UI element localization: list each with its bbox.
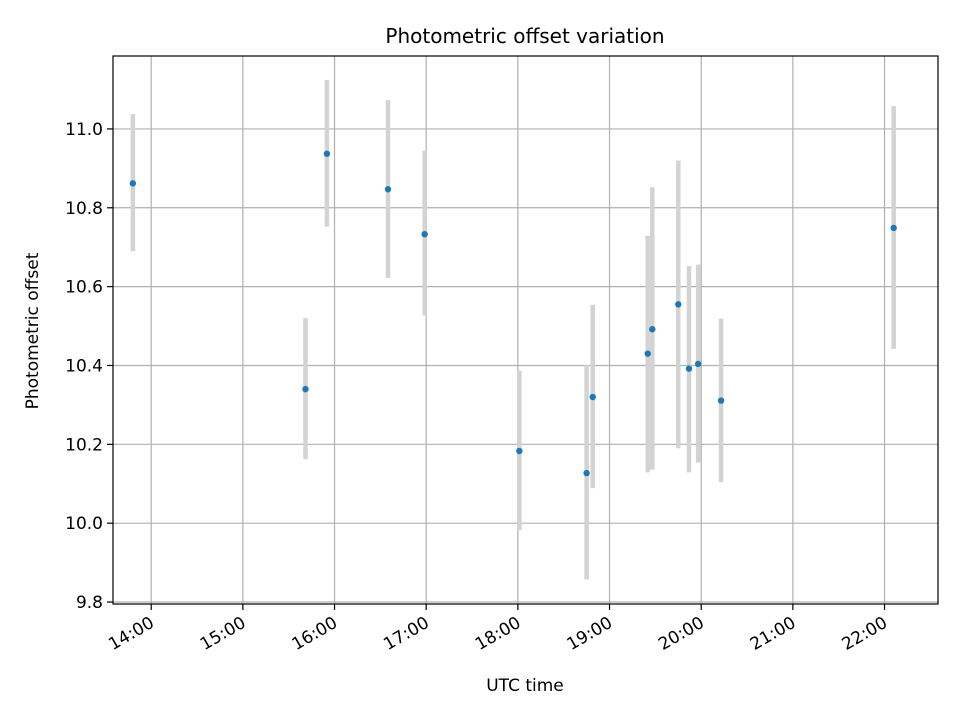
y-tick-label: 10.8 xyxy=(65,199,103,219)
data-point xyxy=(685,365,693,372)
data-point xyxy=(649,326,656,333)
grid-lines xyxy=(113,56,938,604)
y-axis-label: Photometric offset xyxy=(23,252,43,409)
data-point xyxy=(421,230,428,238)
y-tick-label: 10.4 xyxy=(65,356,103,376)
data-point xyxy=(589,393,596,401)
data-point xyxy=(583,469,590,477)
chart-title: Photometric offset variation xyxy=(385,24,664,48)
data-point xyxy=(129,180,137,187)
y-tick-label: 10.0 xyxy=(65,514,103,534)
data-point xyxy=(644,350,651,357)
plot-frame xyxy=(112,55,939,605)
y-tick-label: 10.6 xyxy=(65,278,103,298)
y-axis-ticks: 9.8 10.0 10.2 10.4 10.6 10.8 11.0 xyxy=(65,120,113,613)
y-tick-label: 10.2 xyxy=(65,435,103,455)
x-axis-label: UTC time xyxy=(486,676,564,696)
data-point xyxy=(516,447,523,455)
data-point xyxy=(675,301,682,308)
data-point xyxy=(717,397,725,404)
data-point xyxy=(694,360,702,368)
data-point xyxy=(890,224,897,232)
data-point xyxy=(384,186,392,193)
data-point xyxy=(323,150,331,157)
data-points xyxy=(129,150,897,477)
y-tick-label: 9.8 xyxy=(76,593,103,613)
y-tick-label: 11.0 xyxy=(65,120,103,140)
data-point xyxy=(302,385,309,393)
